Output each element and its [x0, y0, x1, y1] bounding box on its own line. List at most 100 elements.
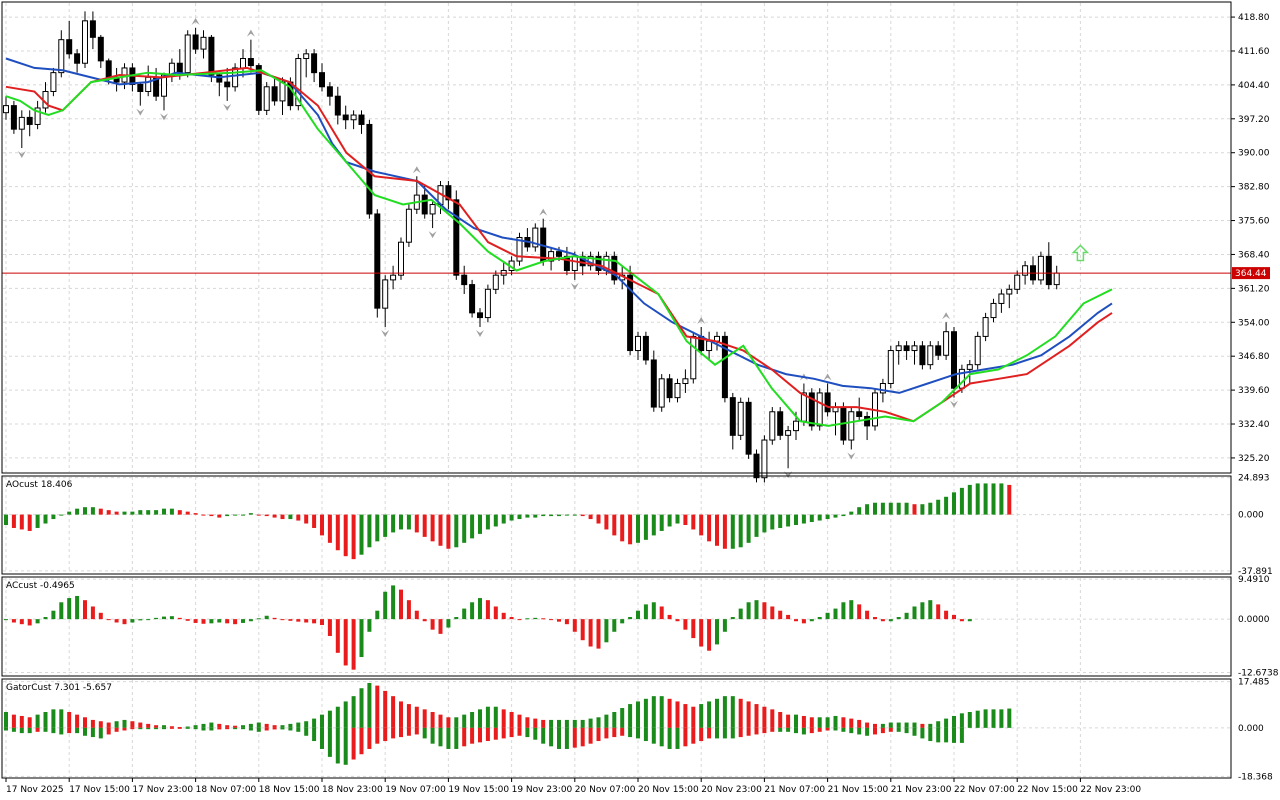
candle-bull[interactable] — [966, 364, 973, 370]
candle-bear[interactable] — [319, 72, 325, 88]
candle-bull[interactable] — [879, 383, 886, 394]
candle-bull[interactable] — [382, 279, 389, 309]
candle-bull[interactable] — [990, 302, 997, 319]
candle-bear[interactable] — [824, 392, 831, 413]
candle-bear[interactable] — [469, 284, 476, 314]
candle-bull[interactable] — [58, 39, 65, 74]
candle-bull[interactable] — [390, 274, 397, 281]
candle-bull[interactable] — [303, 53, 310, 60]
price-panel[interactable] — [2, 11, 1231, 483]
candle-bear[interactable] — [627, 274, 634, 352]
candle-bear[interactable] — [864, 415, 871, 427]
candle-bear[interactable] — [745, 401, 752, 455]
candle-bear[interactable] — [216, 74, 223, 83]
candle-bear[interactable] — [271, 86, 278, 102]
candle-bull[interactable] — [1053, 272, 1060, 286]
candle-bull[interactable] — [240, 58, 246, 69]
candle-bull[interactable] — [658, 378, 665, 408]
candle-bear[interactable] — [74, 53, 81, 64]
candle-bear[interactable] — [445, 185, 452, 201]
candle-bear[interactable] — [903, 345, 910, 352]
candle-bear[interactable] — [326, 86, 333, 97]
candle-bull[interactable] — [484, 288, 491, 319]
candle-bull[interactable] — [3, 105, 9, 114]
candle-bear[interactable] — [642, 335, 649, 361]
candle-bull[interactable] — [706, 340, 713, 352]
candle-bear[interactable] — [89, 20, 96, 38]
candle-bull[interactable] — [571, 255, 578, 271]
candle-bull[interactable] — [145, 76, 152, 92]
candle-bear[interactable] — [342, 114, 349, 121]
candle-bull[interactable] — [1037, 255, 1044, 281]
candle-bear[interactable] — [10, 105, 17, 130]
candle-bull[interactable] — [674, 383, 681, 399]
candle-bull[interactable] — [769, 411, 776, 441]
candle-bull[interactable] — [34, 107, 41, 125]
candle-bull[interactable] — [690, 335, 697, 380]
candle-bull[interactable] — [974, 335, 981, 366]
candle-bull[interactable] — [516, 237, 523, 262]
candle-bear[interactable] — [808, 392, 815, 427]
candle-bear[interactable] — [650, 359, 657, 408]
candle-bear[interactable] — [26, 116, 33, 125]
candle-bull[interactable] — [785, 430, 792, 436]
candle-bull[interactable] — [279, 81, 286, 102]
candle-bull[interactable] — [200, 36, 207, 50]
candle-bear[interactable] — [595, 255, 602, 271]
candle-bull[interactable] — [682, 378, 689, 385]
candle-bull[interactable] — [816, 392, 823, 427]
candle-bear[interactable] — [97, 36, 104, 62]
candle-bull[interactable] — [548, 251, 555, 262]
candle-bull[interactable] — [1006, 288, 1013, 295]
candle-bear[interactable] — [919, 345, 926, 366]
candle-bear[interactable] — [374, 213, 381, 309]
candle-bear[interactable] — [247, 58, 254, 67]
candle-bear[interactable] — [105, 60, 112, 78]
candle-bear[interactable] — [334, 95, 341, 116]
candle-bear[interactable] — [721, 335, 728, 399]
candle-bear[interactable] — [224, 81, 231, 88]
candle-bull[interactable] — [998, 293, 1005, 304]
ao-panel[interactable] — [4, 483, 1012, 560]
candle-bull[interactable] — [1022, 265, 1029, 276]
candle-bull[interactable] — [184, 34, 191, 74]
candle-bear[interactable] — [951, 331, 957, 389]
candle-bull[interactable] — [295, 58, 302, 107]
candle-bear[interactable] — [255, 65, 262, 111]
candle-bear[interactable] — [192, 34, 199, 50]
candle-bull[interactable] — [895, 345, 902, 352]
candle-bear[interactable] — [208, 36, 215, 76]
candle-bull[interactable] — [761, 439, 768, 479]
candle-bull[interactable] — [429, 204, 436, 215]
candle-bear[interactable] — [611, 255, 618, 281]
candle-bear[interactable] — [666, 378, 673, 399]
candle-bear[interactable] — [1045, 255, 1052, 286]
candle-bull[interactable] — [911, 345, 918, 352]
candle-bear[interactable] — [461, 274, 468, 286]
gator-panel[interactable] — [4, 682, 1012, 765]
candle-bear[interactable] — [421, 194, 428, 215]
candle-bull[interactable] — [405, 208, 412, 243]
candle-bear[interactable] — [311, 53, 318, 74]
candle-bear[interactable] — [753, 453, 760, 479]
candle-bull[interactable] — [50, 72, 57, 92]
candle-bull[interactable] — [635, 335, 641, 352]
candle-bear[interactable] — [137, 83, 144, 92]
candle-bull[interactable] — [737, 401, 744, 436]
candle-bull[interactable] — [1014, 274, 1021, 290]
candle-bear[interactable] — [856, 411, 863, 417]
candle-bear[interactable] — [729, 397, 736, 436]
candle-bull[interactable] — [350, 114, 357, 121]
candle-bull[interactable] — [492, 274, 499, 290]
candle-bull[interactable] — [532, 227, 539, 248]
ac-panel[interactable] — [4, 585, 972, 670]
candle-bull[interactable] — [793, 420, 799, 432]
candle-bear[interactable] — [176, 62, 183, 74]
candle-bear[interactable] — [935, 345, 942, 356]
candle-bear[interactable] — [358, 114, 365, 125]
candle-bull[interactable] — [927, 345, 934, 366]
candle-bull[interactable] — [18, 116, 25, 130]
candle-bear[interactable] — [556, 251, 562, 257]
candle-bear[interactable] — [66, 39, 73, 55]
